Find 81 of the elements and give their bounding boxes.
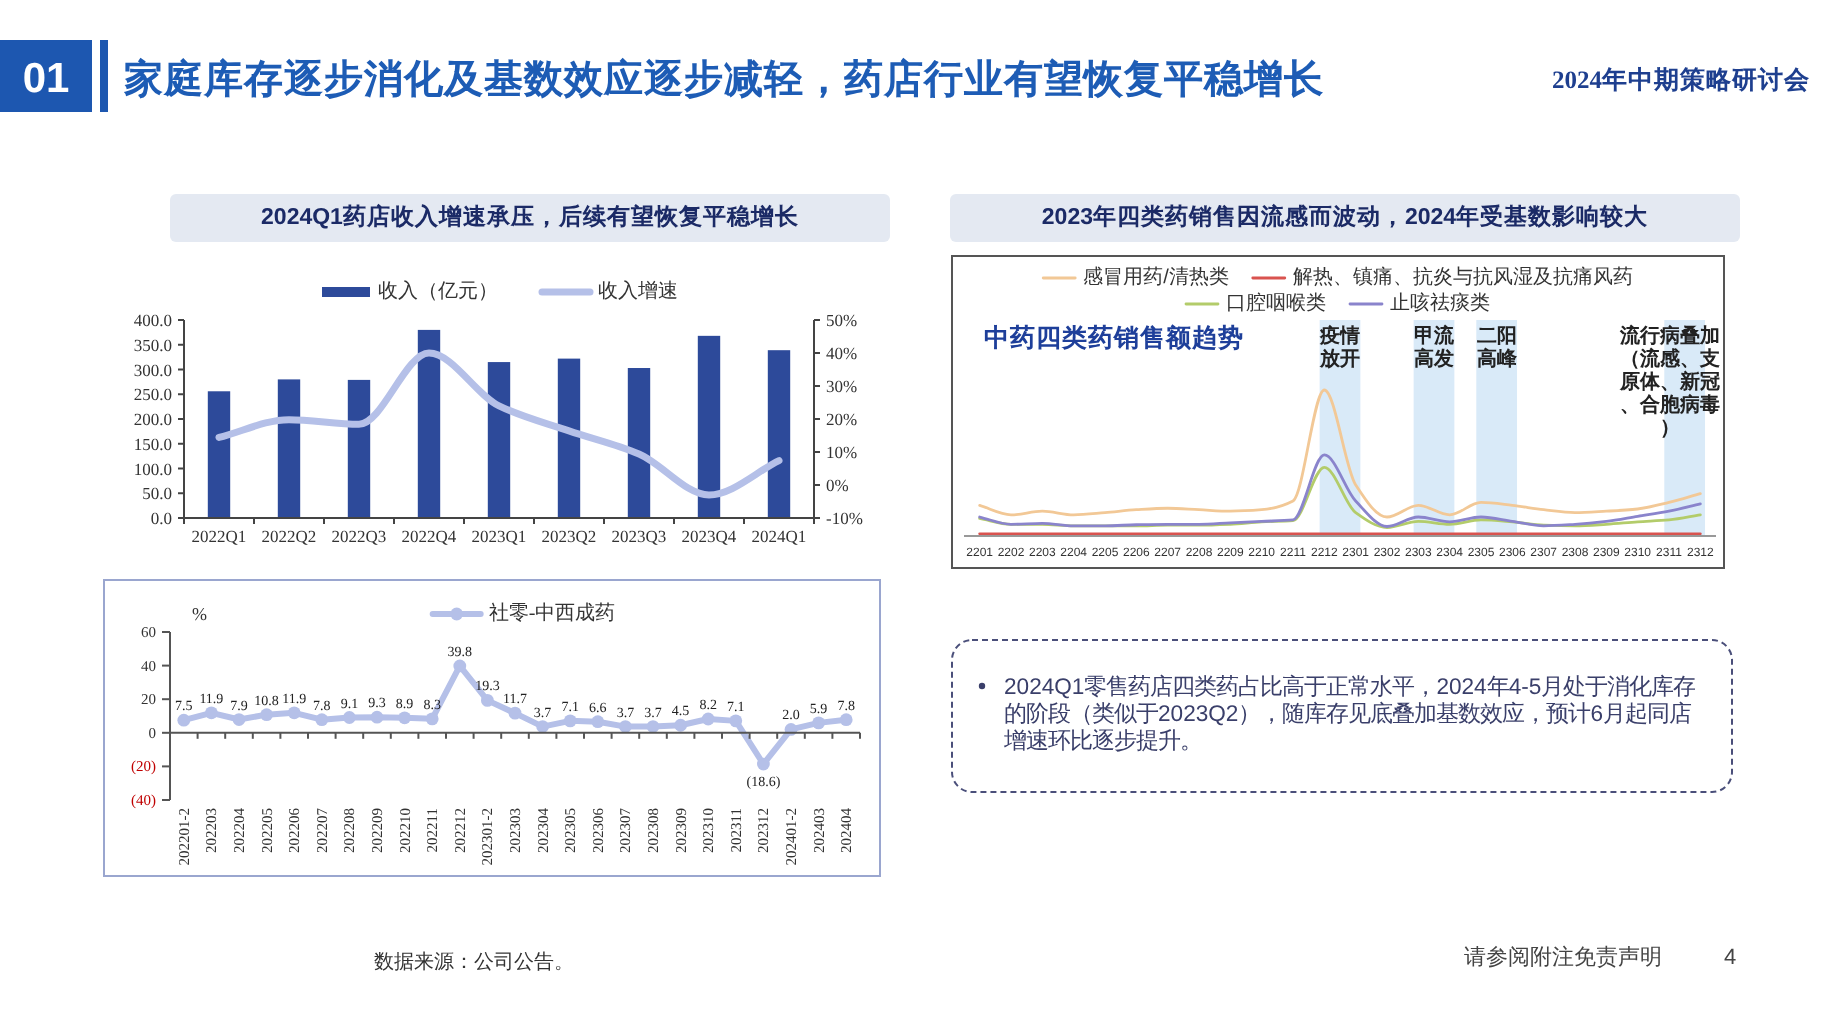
y-tick-label: 0.0 bbox=[150, 508, 172, 528]
y-tick-label: 250.0 bbox=[133, 384, 172, 405]
point bbox=[646, 720, 660, 733]
bar bbox=[557, 358, 581, 518]
point bbox=[674, 718, 687, 732]
point bbox=[757, 757, 770, 771]
y-tick-label: 350.0 bbox=[133, 334, 172, 355]
x-tick-label: 2022Q2 bbox=[261, 526, 317, 546]
y2-tick-label: 20% bbox=[826, 409, 858, 429]
band-label: 甲流高发 bbox=[1414, 324, 1456, 371]
point bbox=[343, 711, 356, 724]
bar bbox=[697, 335, 721, 518]
legend-label: 口腔咽喉类 bbox=[1226, 291, 1326, 315]
point bbox=[370, 710, 384, 724]
legend-label: 社零-中西成药 bbox=[488, 601, 616, 625]
y-tick-label: 150.0 bbox=[133, 433, 172, 454]
x-tick-label: 2024Q1 bbox=[751, 526, 807, 546]
chart-title: 2023年四类药销售因流感而波动，2024年受基数影响较大 bbox=[1041, 202, 1651, 230]
text: 4 bbox=[1724, 946, 1737, 970]
x-tick-label: 2023Q2 bbox=[541, 526, 597, 546]
band-label: 二阳高峰 bbox=[1476, 326, 1519, 371]
bar bbox=[417, 329, 441, 518]
point bbox=[812, 716, 825, 730]
x-tick-label: 2022Q4 bbox=[401, 526, 458, 546]
y-tick-label: 300.0 bbox=[133, 359, 172, 380]
x-tick-label: 2023Q3 bbox=[611, 526, 667, 546]
bar bbox=[627, 368, 651, 518]
point bbox=[591, 715, 605, 729]
legend-label: 止咳祛痰类 bbox=[1390, 291, 1490, 315]
text: 请参阅附注免责声明 bbox=[1464, 944, 1662, 970]
text: 2024Q1零售药店四类药占比高于正常水平，2024年4-5月处于消化库存的阶段（类似于2023Q2），随库存见底叠加基数效应，预计6月起同店增速环比逐步提升。 bbox=[1002, 674, 1696, 754]
bar bbox=[277, 379, 301, 518]
legend: 社零-中西成药 bbox=[429, 603, 616, 625]
point bbox=[260, 708, 273, 722]
text: 2024年中期策略研讨会 bbox=[1552, 66, 1812, 94]
y2-tick-label: -10% bbox=[826, 508, 863, 528]
point bbox=[729, 714, 743, 728]
bar bbox=[347, 379, 371, 518]
point bbox=[425, 712, 439, 726]
text: 01 bbox=[22, 56, 70, 102]
legend-label: 收入增速 bbox=[598, 279, 678, 303]
y2-tick-label: 0% bbox=[826, 475, 849, 495]
bar bbox=[207, 391, 231, 518]
y-axis-title: % bbox=[192, 604, 208, 624]
point bbox=[232, 713, 246, 726]
point bbox=[205, 706, 218, 720]
y2-tick-label: 40% bbox=[826, 343, 858, 363]
y-tick-label: 400.0 bbox=[133, 310, 172, 330]
point bbox=[287, 706, 301, 720]
point bbox=[398, 711, 411, 725]
x-tick-label: 2022Q3 bbox=[331, 526, 387, 546]
chart-title: 2024Q1药店收入增速承压，后续有望恢复平稳增长 bbox=[261, 202, 801, 230]
point bbox=[315, 713, 329, 727]
y-tick-label: 100.0 bbox=[133, 458, 172, 479]
y-tick-label: 200.0 bbox=[133, 409, 172, 429]
legend-label: 感冒用药/清热类 bbox=[1083, 265, 1229, 289]
source-note: 数据来源：公司公告。 bbox=[374, 950, 574, 974]
y2-tick-label: 10% bbox=[826, 442, 858, 462]
bar bbox=[767, 350, 791, 518]
point bbox=[619, 720, 632, 733]
legend-label: 收入（亿元） bbox=[378, 279, 498, 303]
point bbox=[481, 693, 494, 707]
point bbox=[536, 720, 549, 733]
band-label: 疫情放开 bbox=[1318, 324, 1360, 371]
band-label: 流行病叠加（流感、支原体、新冠、合胞病毒） bbox=[1618, 324, 1720, 440]
x-tick-label: 2023Q1 bbox=[471, 526, 527, 546]
text: 家庭库存逐步消化及基数效应逐步减轻，药店行业有望恢复平稳增长 bbox=[122, 56, 1324, 102]
legend-label: 解热、镇痛、抗炎与抗风湿及抗痛风药 bbox=[1292, 265, 1633, 289]
point bbox=[177, 713, 191, 727]
point bbox=[563, 714, 577, 728]
y2-tick-label: 30% bbox=[826, 376, 858, 396]
point bbox=[701, 712, 715, 726]
y-tick-label: 50.0 bbox=[142, 483, 172, 504]
point bbox=[839, 713, 853, 727]
point bbox=[508, 706, 522, 720]
x-tick-label: 2023Q4 bbox=[681, 526, 738, 546]
point bbox=[453, 659, 467, 673]
bar bbox=[487, 362, 511, 518]
chart-subtitle: 中药四类药销售额趋势 bbox=[984, 322, 1244, 352]
x-tick-label: 2022Q1 bbox=[191, 526, 247, 546]
y2-tick-label: 50% bbox=[826, 310, 858, 330]
